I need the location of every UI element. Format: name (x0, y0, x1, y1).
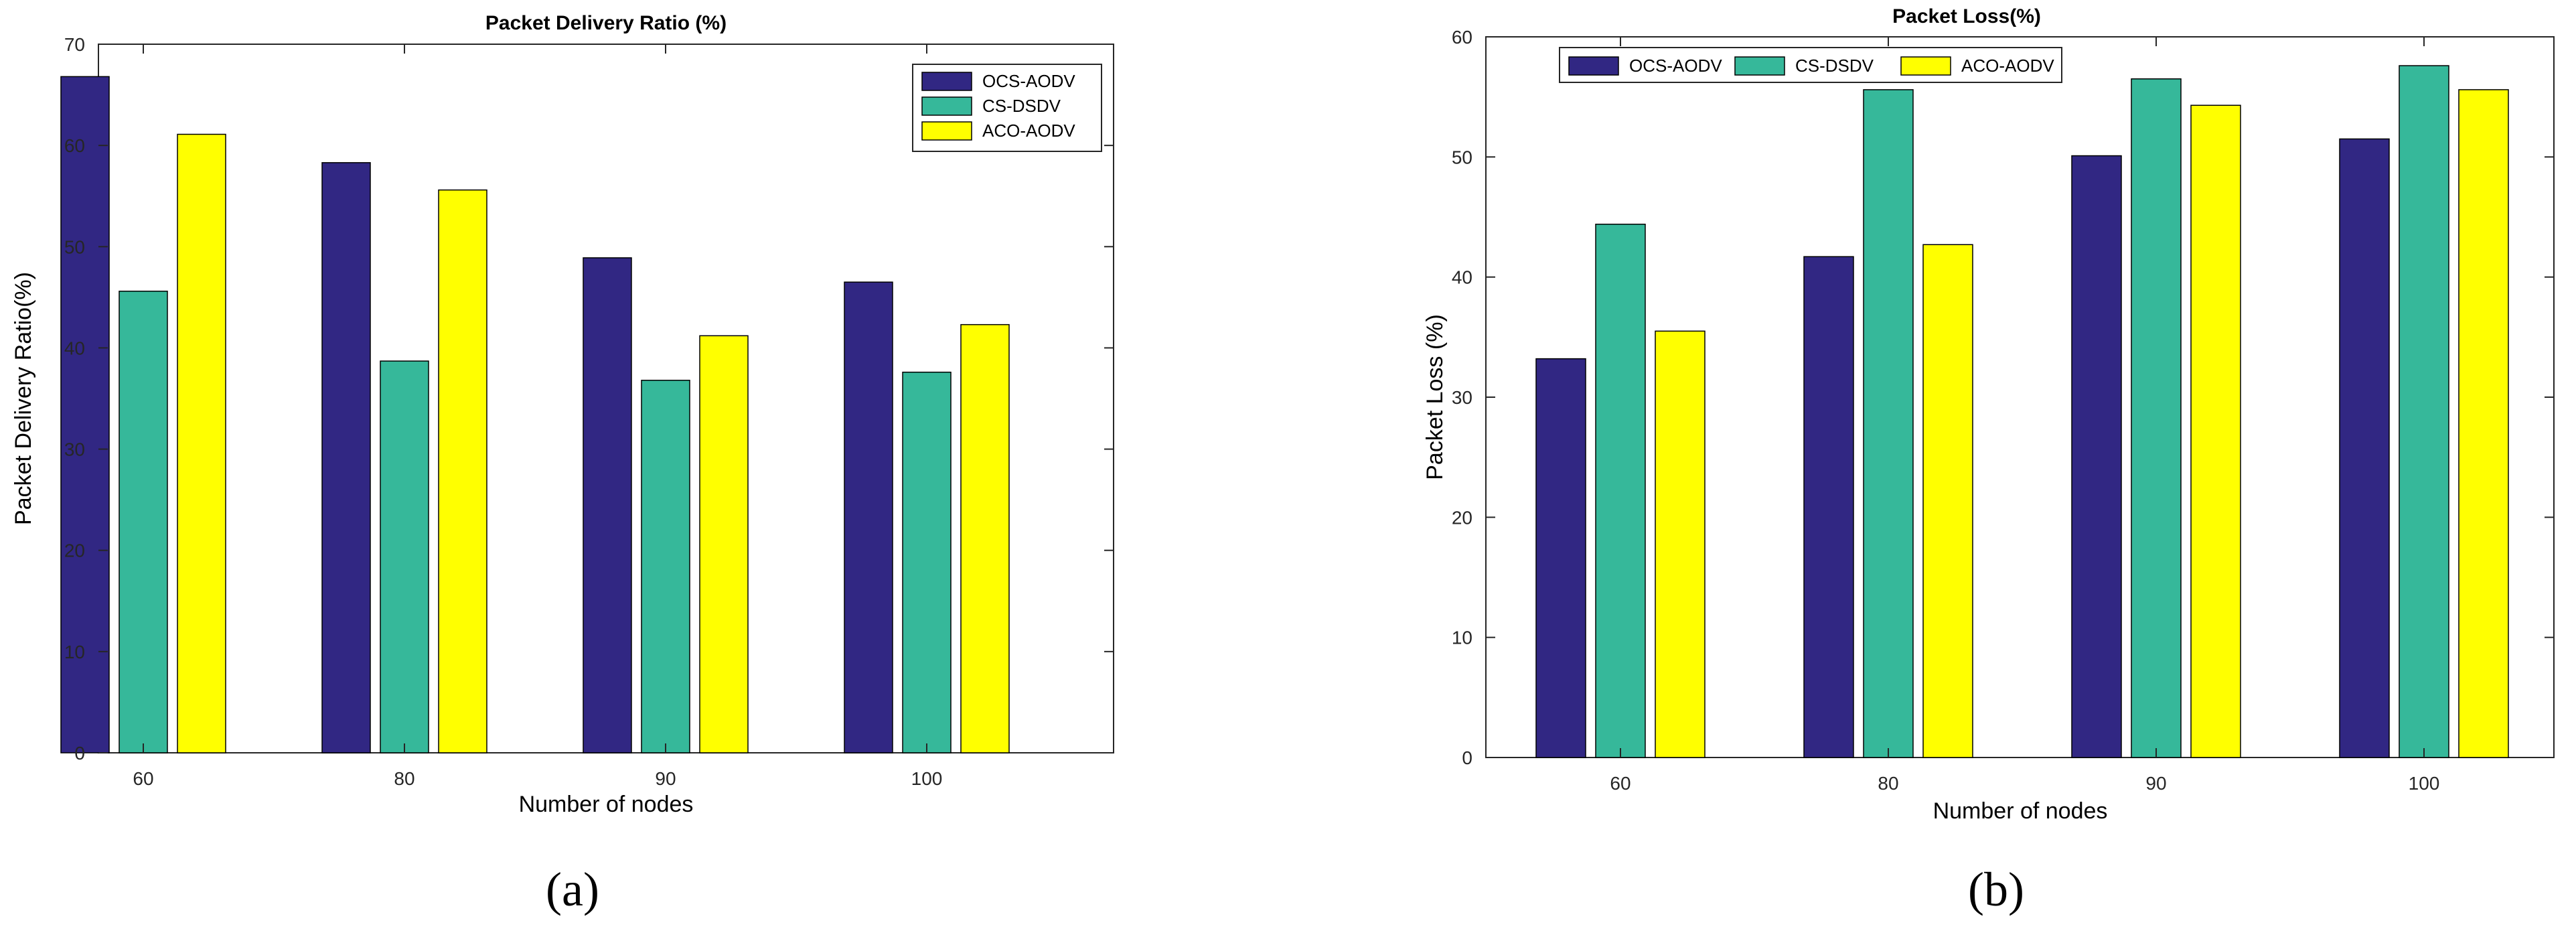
legend-label-ocs-aodv: OCS-AODV (1629, 56, 1722, 76)
bar-cs-dsdv-100 (2399, 65, 2449, 758)
legend-label-aco-aodv: ACO-AODV (982, 121, 1075, 141)
legend-swatch-cs-dsdv (921, 96, 972, 116)
chart-a-legend: OCS-AODV CS-DSDV ACO-AODV (912, 64, 1102, 152)
bar-aco-aodv-90 (699, 335, 749, 753)
bar-aco-aodv-60 (177, 133, 226, 753)
bar-aco-aodv-80 (1922, 244, 1973, 758)
y-tick-label: 60 (64, 135, 85, 156)
y-tick-label: 50 (1452, 147, 1472, 167)
chart-b-legend-box (1559, 47, 2062, 83)
bar-ocs-aodv-80 (1803, 256, 1854, 758)
legend-swatch-cs-dsdv (1734, 56, 1785, 76)
legend-label-cs-dsdv: CS-DSDV (1795, 56, 1874, 76)
bar-aco-aodv-80 (438, 189, 487, 753)
chart-a-bars (60, 76, 1010, 753)
y-tick-label: 20 (1452, 507, 1472, 528)
x-tick-label: 80 (1878, 773, 1898, 794)
chart-a-x-axis: 60 80 90 100 (133, 44, 942, 789)
legend-label-ocs-aodv: OCS-AODV (982, 71, 1075, 91)
x-tick-label: 60 (1610, 773, 1631, 794)
chart-b-legend: OCS-AODV CS-DSDV ACO-AODV (1559, 47, 2062, 83)
chart-b-y-axis: 0 10 20 30 40 50 60 (1452, 27, 2554, 768)
chart-b-plot-area (1485, 36, 2555, 758)
x-tick-label: 60 (133, 768, 153, 789)
chart-a-caption: (a) (546, 863, 599, 916)
chart-a-y-axis: 0 10 20 30 40 50 60 70 (64, 34, 1114, 764)
legend-swatch-aco-aodv (921, 121, 972, 141)
chart-b: Packet Loss(%) 0 10 20 30 40 50 60 60 80 90 100 N… (1422, 5, 2555, 916)
chart-b-title: Packet Loss(%) (1892, 5, 2041, 27)
bar-ocs-aodv-100 (844, 281, 893, 753)
x-tick-label: 100 (911, 768, 943, 789)
chart-a: Packet Delivery Ratio (%) 0 10 20 30 40 50 60 7… (11, 12, 1114, 916)
y-tick-label: 60 (1452, 27, 1472, 48)
bar-aco-aodv-90 (2190, 104, 2241, 758)
bar-cs-dsdv-80 (1863, 89, 1914, 758)
y-tick-label: 0 (1462, 747, 1472, 768)
chart-b-x-axis: 60 80 90 100 (1610, 37, 2439, 794)
bar-ocs-aodv-60 (1535, 358, 1586, 758)
y-tick-label: 30 (1452, 387, 1472, 408)
y-tick-label: 10 (64, 642, 85, 662)
y-tick-label: 50 (64, 236, 85, 257)
bar-ocs-aodv-90 (583, 257, 632, 753)
bar-cs-dsdv-60 (119, 291, 168, 753)
legend-label-aco-aodv: ACO-AODV (1961, 56, 2054, 76)
bar-ocs-aodv-90 (2071, 155, 2122, 758)
legend-swatch-aco-aodv (1900, 56, 1951, 76)
bar-cs-dsdv-90 (2131, 78, 2182, 758)
y-tick-label: 10 (1452, 628, 1472, 648)
bar-cs-dsdv-80 (380, 360, 429, 753)
chart-b-y-label: Packet Loss (%) (1422, 314, 1448, 480)
y-tick-label: 40 (64, 338, 85, 358)
chart-b-x-label: Number of nodes (1933, 798, 2108, 824)
y-tick-label: 70 (64, 34, 85, 55)
y-tick-label: 30 (64, 439, 85, 460)
bar-ocs-aodv-80 (321, 162, 371, 753)
chart-a-x-label: Number of nodes (519, 792, 694, 817)
x-tick-label: 90 (2145, 773, 2166, 794)
bar-aco-aodv-100 (960, 323, 1010, 753)
x-tick-label: 80 (394, 768, 414, 789)
bar-ocs-aodv-100 (2339, 138, 2390, 758)
chart-a-y-label: Packet Delivery Ratio(%) (11, 272, 36, 525)
chart-b-caption: (b) (1968, 863, 2024, 916)
x-tick-label: 100 (2409, 773, 2440, 794)
legend-label-cs-dsdv: CS-DSDV (982, 96, 1061, 116)
y-tick-label: 40 (1452, 267, 1472, 288)
y-tick-label: 0 (74, 743, 85, 764)
x-tick-label: 90 (655, 768, 676, 789)
bar-aco-aodv-60 (1655, 330, 1706, 758)
bar-aco-aodv-100 (2458, 89, 2509, 758)
chart-a-title: Packet Delivery Ratio (%) (485, 12, 727, 34)
y-tick-label: 20 (64, 540, 85, 561)
legend-swatch-ocs-aodv (921, 72, 972, 91)
bar-ocs-aodv-60 (60, 76, 110, 753)
chart-b-bars (1535, 65, 2509, 758)
bar-cs-dsdv-100 (902, 371, 952, 753)
legend-swatch-ocs-aodv (1568, 56, 1619, 76)
bar-cs-dsdv-60 (1595, 224, 1646, 758)
bar-cs-dsdv-90 (641, 380, 690, 753)
